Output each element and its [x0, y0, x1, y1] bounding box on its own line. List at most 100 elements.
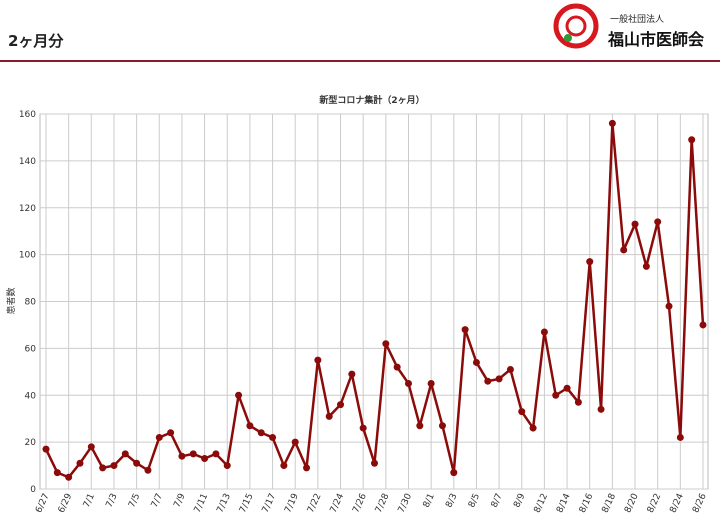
point: [404, 380, 412, 388]
point: [563, 384, 571, 392]
point: [620, 246, 628, 254]
point: [212, 450, 220, 458]
x-tick-label: 7/24: [329, 492, 347, 515]
point: [506, 365, 514, 373]
org-name: 福山市医師会: [608, 30, 705, 49]
point: [133, 459, 141, 467]
point: [438, 422, 446, 430]
point: [393, 363, 401, 371]
point: [654, 218, 662, 226]
point: [42, 445, 50, 453]
x-tick-label: 8/14: [555, 492, 573, 515]
point: [87, 443, 95, 451]
point: [552, 391, 560, 399]
logo-dot: [564, 34, 572, 42]
point: [337, 401, 345, 409]
point: [53, 469, 61, 477]
point: [382, 340, 390, 348]
x-tick-label: 6/27: [34, 492, 52, 515]
point: [529, 424, 537, 432]
point: [178, 452, 186, 460]
point: [665, 302, 673, 310]
page-title: 2ヶ月分: [8, 32, 64, 50]
x-tick-label: 7/9: [172, 492, 187, 510]
point: [472, 358, 480, 366]
y-tick-label: 60: [25, 344, 37, 354]
point: [144, 466, 152, 474]
x-tick-label: 7/3: [105, 492, 120, 509]
point: [416, 422, 424, 430]
chart-title: 新型コロナ集計（2ヶ月）: [318, 94, 424, 106]
y-tick-label: 160: [19, 110, 36, 120]
point: [325, 412, 333, 420]
point: [597, 405, 605, 413]
y-tick-label: 100: [19, 251, 36, 261]
point: [540, 328, 548, 336]
y-axis-label: 患者数: [5, 287, 17, 314]
x-tick-label: 8/12: [533, 492, 551, 515]
point: [303, 464, 311, 472]
point: [246, 422, 254, 430]
point: [269, 433, 277, 441]
point: [121, 450, 129, 458]
point: [155, 433, 163, 441]
point: [359, 424, 367, 432]
point: [574, 398, 582, 406]
x-tick-label: 7/17: [261, 492, 279, 515]
point: [348, 370, 356, 378]
point: [461, 326, 469, 334]
point: [201, 455, 209, 463]
x-tick-label: 7/7: [150, 492, 165, 509]
point: [76, 459, 84, 467]
point: [280, 462, 288, 470]
point: [110, 462, 118, 470]
y-tick-label: 80: [25, 298, 37, 308]
y-tick-label: 40: [25, 391, 37, 401]
logo-face: [565, 15, 587, 37]
point: [676, 433, 684, 441]
point: [167, 429, 175, 437]
x-tick-label: 7/28: [374, 492, 392, 515]
x-tick-label: 8/18: [600, 492, 618, 515]
point: [189, 450, 197, 458]
x-tick-label: 7/5: [127, 492, 142, 509]
x-tick-label: 7/30: [397, 492, 415, 515]
x-tick-label: 8/1: [422, 492, 437, 509]
point: [65, 473, 73, 481]
x-tick-label: 8/3: [444, 492, 459, 509]
x-tick-label: 6/29: [57, 492, 75, 515]
x-tick-label: 8/20: [623, 492, 641, 515]
logo-ring: [553, 3, 599, 49]
x-tick-label: 7/1: [82, 492, 97, 509]
org-type: 一般社団法人: [610, 15, 665, 25]
point: [495, 375, 503, 383]
point: [608, 119, 616, 127]
x-tick-label: 8/7: [490, 492, 505, 509]
x-tick-label: 8/26: [691, 492, 709, 515]
point: [450, 469, 458, 477]
x-tick-label: 8/9: [512, 492, 527, 510]
x-tick-label: 7/13: [215, 492, 233, 515]
point: [688, 136, 696, 144]
x-tick-label: 7/11: [193, 492, 211, 515]
y-tick-label: 20: [25, 438, 37, 448]
point: [586, 258, 594, 266]
point: [631, 220, 639, 228]
point: [427, 380, 435, 388]
point: [99, 464, 107, 472]
x-tick-label: 8/22: [646, 492, 664, 515]
point: [291, 438, 299, 446]
point: [371, 459, 378, 467]
x-tick-label: 8/16: [578, 492, 596, 515]
x-tick-label: 7/19: [283, 492, 301, 515]
x-tick-label: 7/15: [238, 492, 256, 515]
point: [518, 408, 526, 416]
point: [484, 377, 492, 385]
point: [642, 262, 650, 270]
logo: [553, 3, 599, 49]
point: [235, 391, 243, 399]
header-rule: [0, 60, 720, 62]
point: [223, 462, 231, 470]
